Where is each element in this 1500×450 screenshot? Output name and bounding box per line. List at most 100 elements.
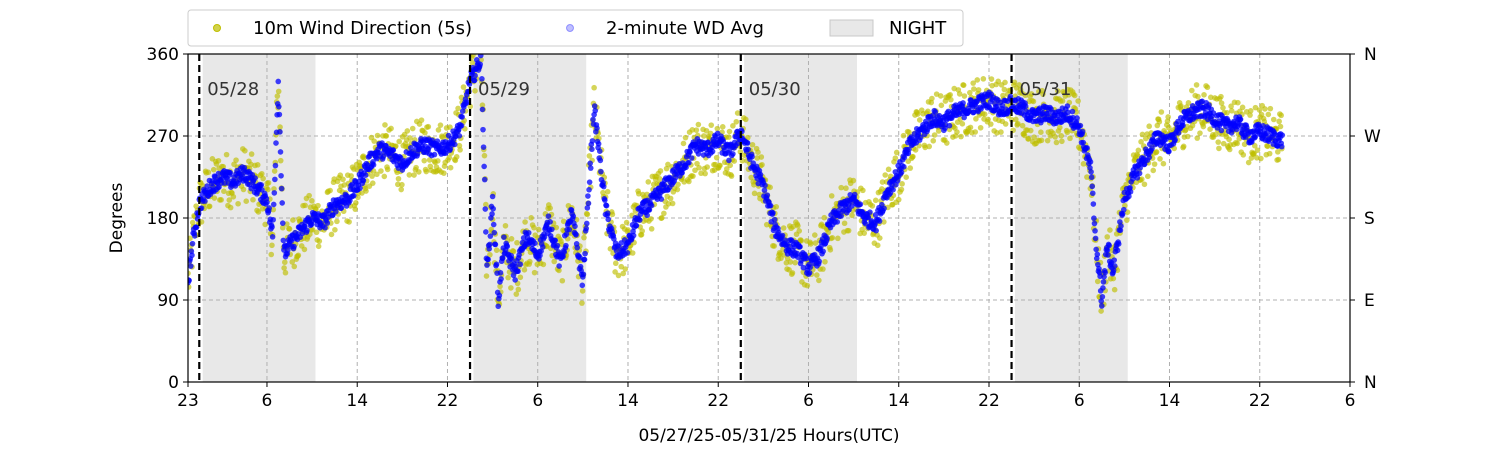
- avg-wind-point: [838, 213, 845, 219]
- avg-wind-point: [592, 107, 599, 114]
- raw-wind-point: [220, 163, 226, 170]
- avg-wind-point: [269, 224, 275, 230]
- raw-wind-point: [447, 164, 454, 171]
- avg-wind-point: [191, 233, 198, 239]
- avg-wind-point: [221, 180, 228, 186]
- x-tick-label: 6: [1074, 391, 1085, 411]
- raw-wind-point: [1247, 108, 1254, 114]
- raw-wind-point: [556, 267, 562, 274]
- raw-wind-point: [388, 125, 394, 132]
- raw-wind-point: [535, 226, 542, 233]
- avg-wind-point: [512, 277, 518, 283]
- raw-wind-point: [727, 162, 733, 169]
- raw-wind-point: [437, 122, 444, 128]
- avg-wind-point: [270, 217, 276, 223]
- avg-wind-point: [591, 103, 598, 109]
- avg-wind-point: [447, 146, 454, 152]
- raw-wind-point: [290, 217, 296, 223]
- avg-wind-point: [414, 150, 421, 157]
- raw-wind-point: [960, 82, 967, 88]
- raw-wind-point: [230, 193, 237, 200]
- raw-wind-point: [483, 273, 490, 279]
- raw-wind-point: [849, 212, 855, 219]
- raw-wind-point: [1151, 161, 1158, 167]
- avg-wind-point: [276, 103, 282, 110]
- avg-wind-point: [1100, 279, 1107, 285]
- raw-wind-point: [210, 166, 217, 173]
- raw-wind-point: [792, 259, 798, 266]
- raw-wind-point: [916, 117, 923, 123]
- avg-wind-point: [489, 211, 495, 217]
- avg-wind-point: [1252, 133, 1259, 140]
- avg-wind-point: [602, 197, 608, 203]
- raw-wind-point: [295, 252, 302, 259]
- avg-wind-point: [745, 146, 751, 153]
- raw-wind-point: [1019, 122, 1026, 129]
- raw-wind-point: [1270, 116, 1277, 123]
- avg-wind-point: [1088, 169, 1094, 175]
- raw-wind-point: [513, 291, 520, 297]
- raw-wind-point: [1184, 133, 1191, 140]
- raw-wind-point: [240, 186, 247, 193]
- raw-wind-point: [724, 166, 730, 172]
- avg-wind-point: [834, 219, 841, 225]
- avg-wind-point: [961, 114, 967, 121]
- raw-wind-point: [514, 239, 520, 246]
- raw-wind-point: [717, 162, 723, 169]
- raw-wind-point: [698, 170, 704, 177]
- raw-wind-point: [778, 255, 784, 262]
- raw-wind-point: [399, 181, 405, 188]
- raw-wind-point: [1124, 217, 1130, 223]
- raw-wind-point: [689, 127, 696, 133]
- avg-wind-point: [241, 164, 248, 171]
- raw-wind-point: [1195, 93, 1201, 100]
- raw-wind-point: [369, 173, 375, 179]
- avg-wind-point: [1088, 174, 1095, 181]
- raw-wind-point: [1055, 88, 1061, 94]
- avg-wind-point: [390, 147, 397, 153]
- raw-wind-point: [876, 235, 883, 241]
- raw-wind-point: [352, 206, 358, 212]
- legend-avg-marker: [566, 24, 574, 32]
- avg-wind-point: [1172, 137, 1178, 143]
- avg-wind-point: [1121, 206, 1127, 213]
- raw-wind-point: [1135, 147, 1142, 154]
- raw-wind-point: [1022, 92, 1029, 99]
- raw-wind-point: [828, 193, 835, 199]
- raw-wind-point: [277, 157, 284, 164]
- raw-wind-point: [1075, 98, 1081, 104]
- raw-wind-point: [948, 96, 954, 103]
- axis-ticks: 23 6 14 22 6 14 22 6 14 22 6 14 22 6 0 N 90 E 180 S 270 W 360 N: [147, 45, 1381, 411]
- raw-wind-point: [493, 247, 500, 253]
- legend-avg-label: 2-minute WD Avg: [606, 18, 764, 39]
- avg-wind-point: [960, 100, 966, 106]
- raw-wind-point: [604, 188, 611, 195]
- raw-wind-point: [404, 128, 411, 134]
- raw-wind-point: [861, 230, 868, 236]
- raw-wind-point: [250, 196, 256, 203]
- raw-wind-point: [559, 277, 566, 284]
- avg-wind-point: [479, 76, 485, 82]
- raw-wind-point: [422, 130, 428, 136]
- raw-wind-point: [254, 162, 261, 168]
- raw-wind-point: [882, 172, 888, 178]
- avg-wind-point: [687, 149, 693, 155]
- raw-wind-point: [1030, 98, 1037, 105]
- x-tick-label: 14: [617, 391, 639, 411]
- raw-wind-point: [935, 128, 942, 134]
- avg-wind-point: [570, 213, 577, 220]
- avg-wind-point: [585, 200, 592, 207]
- avg-wind-point: [227, 170, 234, 176]
- avg-wind-point: [604, 210, 611, 216]
- raw-wind-point: [531, 224, 537, 231]
- y2-tick-label: S: [1364, 209, 1375, 229]
- avg-wind-point: [273, 140, 279, 146]
- raw-wind-point: [798, 237, 805, 244]
- raw-wind-point: [835, 235, 841, 242]
- raw-wind-point: [416, 169, 422, 175]
- raw-wind-point: [926, 143, 932, 150]
- raw-wind-point: [1044, 137, 1051, 144]
- raw-wind-point: [1277, 123, 1284, 130]
- avg-wind-point: [540, 244, 546, 250]
- raw-wind-point: [334, 218, 340, 225]
